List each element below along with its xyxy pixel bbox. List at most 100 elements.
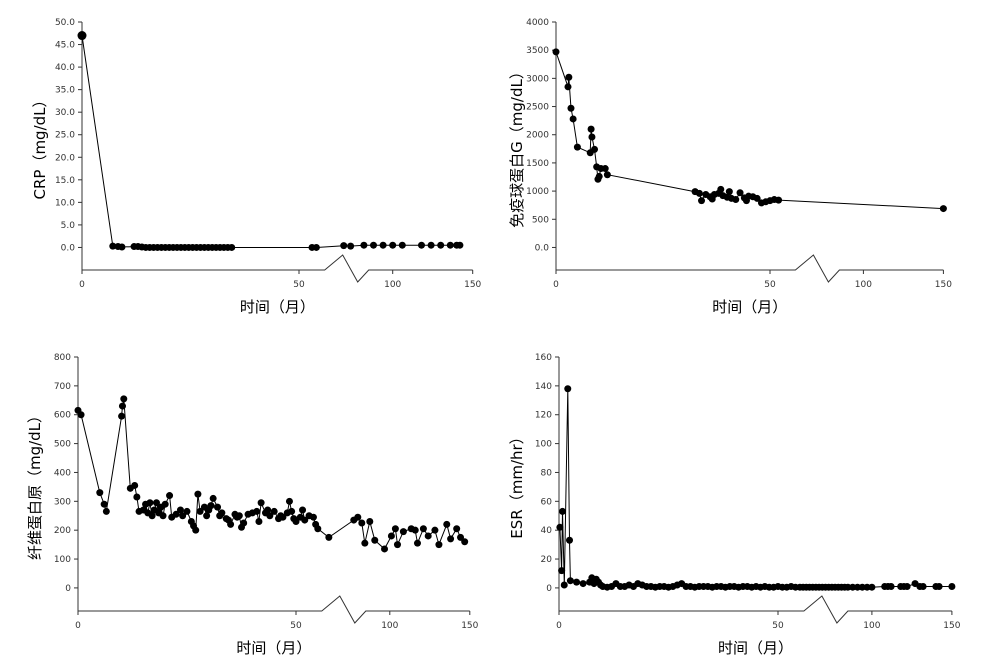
x-tick-label: 0 — [79, 280, 85, 290]
x-axis-broken — [556, 254, 944, 283]
x-tick-label: 50 — [772, 621, 784, 631]
data-point — [588, 133, 596, 141]
x-axis-label: 时间（月） — [240, 298, 315, 316]
data-point — [118, 412, 126, 420]
data-point — [172, 510, 180, 518]
y-tick-label: 100 — [535, 440, 552, 450]
y-tick-label: 30.0 — [55, 108, 75, 118]
data-point — [203, 512, 211, 520]
x-tick-label: 100 — [384, 280, 401, 290]
data-point — [207, 502, 215, 510]
data-point — [849, 583, 857, 591]
y-tick-label: 15.0 — [55, 176, 75, 186]
data-point — [736, 189, 744, 197]
data-point — [301, 516, 309, 524]
x-tick-label: 150 — [943, 621, 960, 631]
panel: 0.0 500 1000 1500 2000 2500 3000 3500 4000 0 50 100… — [508, 18, 952, 316]
data-point — [398, 241, 406, 249]
data-point — [358, 519, 366, 527]
data-point — [868, 583, 876, 591]
data-point — [919, 582, 927, 590]
data-point — [552, 48, 560, 56]
data-point — [96, 489, 104, 497]
data-point — [564, 385, 572, 393]
y-tick-label: 700 — [54, 382, 71, 392]
x-tick-label: 0 — [75, 621, 81, 631]
data-point — [753, 194, 761, 202]
data-point — [863, 583, 871, 591]
data-point — [559, 507, 567, 515]
data-point — [227, 520, 235, 528]
y-tick-label: 300 — [54, 497, 71, 507]
y-tick-label: 40 — [541, 526, 553, 536]
y-tick-label: 20.0 — [55, 153, 75, 163]
y-tick-label: 120 — [535, 411, 552, 421]
data-point — [366, 518, 374, 526]
x-axis-label: 时间（月） — [712, 298, 787, 316]
series-line — [559, 388, 952, 588]
data-point — [556, 523, 564, 531]
y-tick-label: 500 — [532, 215, 549, 225]
x-tick-label: 100 — [381, 621, 398, 631]
data-point — [183, 507, 191, 515]
data-point — [370, 241, 377, 249]
data-point — [361, 539, 369, 547]
y-axis-label: ESR（mm/hr） — [508, 429, 526, 538]
data-point — [371, 536, 379, 544]
data-point — [775, 196, 783, 204]
y-tick-label: 0 — [546, 584, 552, 594]
data-point — [457, 533, 465, 541]
y-tick-label: 60 — [541, 497, 553, 507]
y-tick-label: 80 — [541, 468, 553, 478]
data-point — [325, 533, 333, 541]
data-point — [447, 535, 455, 543]
data-point — [419, 525, 427, 533]
data-point — [595, 172, 603, 180]
data-point — [427, 241, 435, 249]
data-point — [100, 500, 108, 508]
y-tick-label: 600 — [54, 411, 71, 421]
data-point — [192, 526, 200, 534]
data-point — [591, 145, 599, 153]
data-point — [579, 580, 587, 588]
data-point — [573, 143, 581, 151]
data-point — [725, 188, 733, 196]
data-point — [228, 243, 236, 251]
data-point — [566, 536, 574, 544]
data-point — [120, 395, 128, 403]
data-point — [133, 493, 141, 501]
data-point — [456, 241, 464, 249]
x-axis-label: 时间（月） — [718, 639, 793, 657]
data-point — [393, 541, 401, 549]
x-tick-label: 50 — [290, 621, 302, 631]
y-tick-label: 3000 — [526, 74, 549, 84]
data-point — [887, 582, 895, 590]
data-point — [194, 490, 202, 498]
data-point — [102, 507, 110, 515]
data-point — [209, 494, 217, 502]
data-point — [266, 512, 274, 520]
data-point — [587, 125, 595, 133]
y-axis-label: CRP（mg/dL） — [31, 92, 49, 199]
data-point — [118, 402, 126, 410]
y-tick-label: 100 — [54, 555, 71, 565]
series-line — [555, 51, 944, 210]
data-point — [854, 583, 861, 591]
data-point — [146, 499, 154, 507]
data-point — [903, 582, 911, 590]
data-point — [240, 519, 248, 527]
data-point — [166, 492, 174, 500]
y-tick-label: 140 — [535, 382, 552, 392]
y-axis-label: 免疫球蛋白G（mg/dL） — [508, 64, 526, 228]
data-point — [948, 582, 956, 590]
x-tick-label: 100 — [863, 621, 880, 631]
data-point — [118, 243, 126, 251]
data-point — [264, 506, 272, 514]
y-tick-label: 4000 — [526, 18, 549, 28]
data-point — [603, 171, 611, 179]
data-point — [453, 525, 461, 533]
data-point — [347, 242, 355, 250]
data-point — [717, 185, 725, 193]
y-tick-label: 200 — [54, 526, 71, 536]
